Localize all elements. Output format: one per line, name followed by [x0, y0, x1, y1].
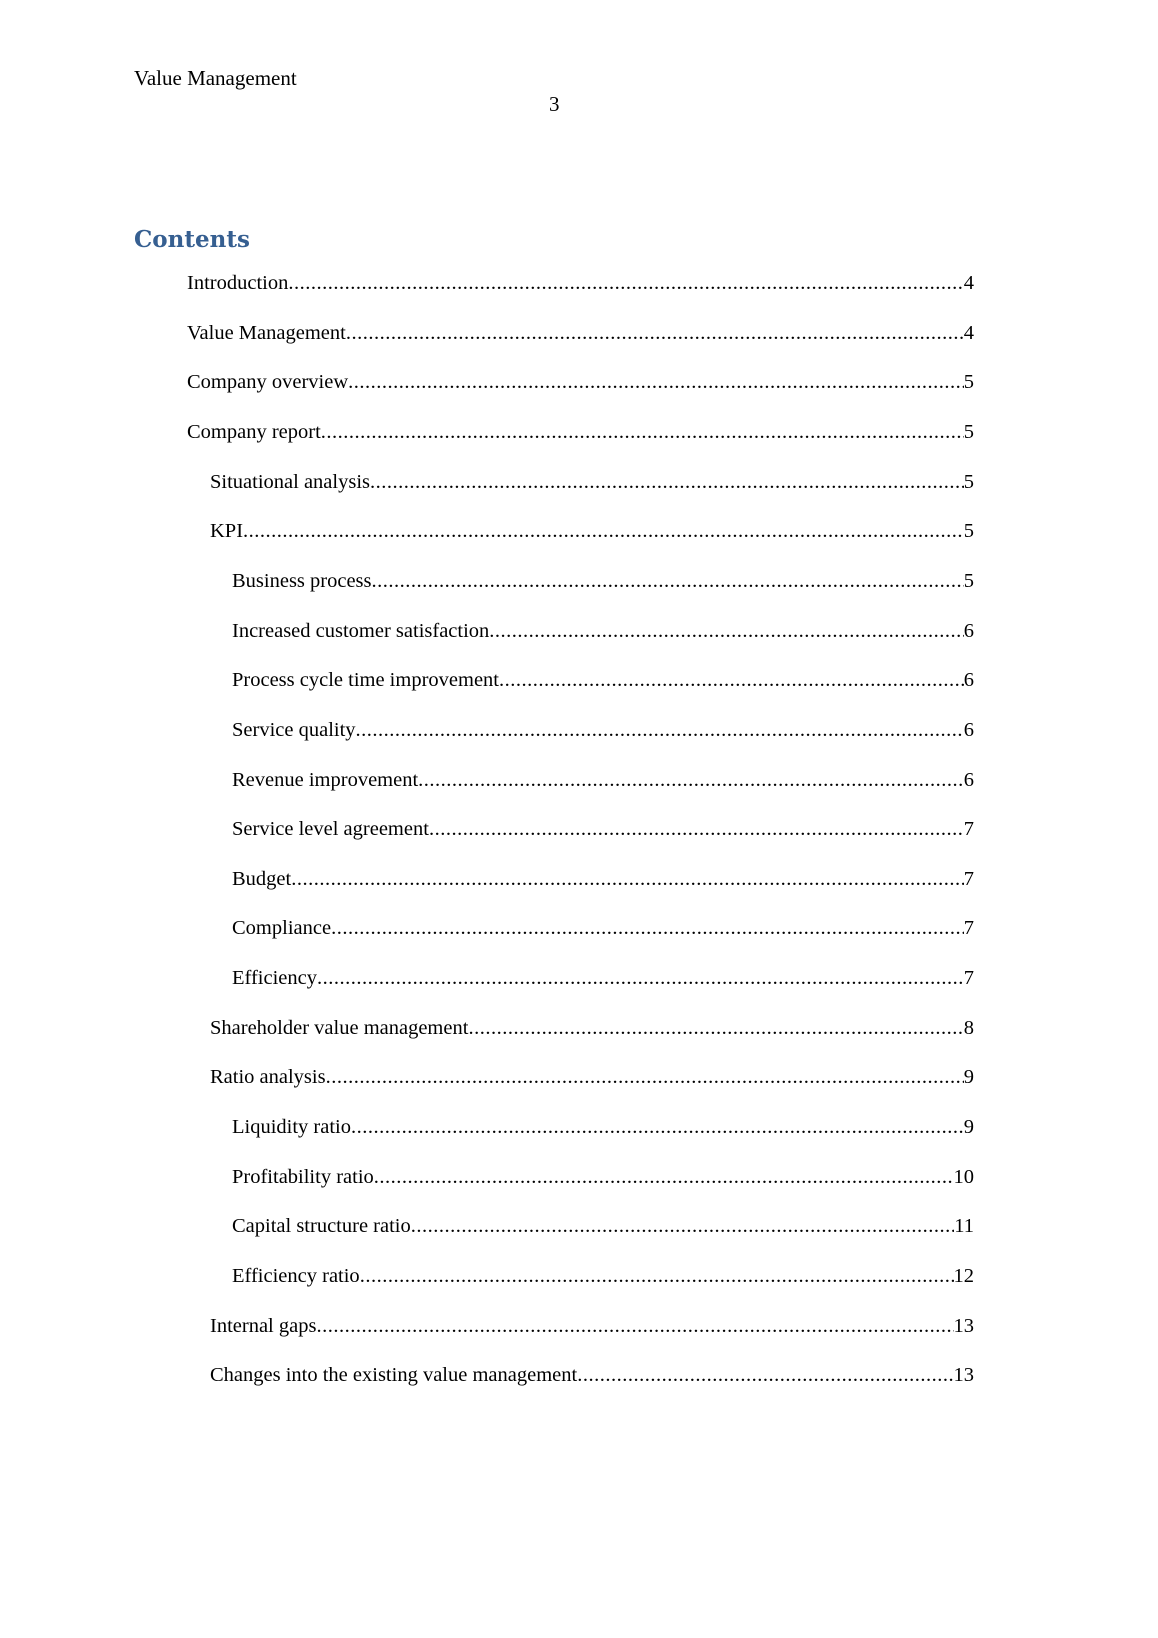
toc-entry[interactable]: Business process 5 [232, 570, 974, 596]
toc-entry-page: 7 [963, 917, 974, 940]
toc-entry-label[interactable]: Efficiency ratio [232, 1265, 360, 1287]
toc-entry[interactable]: KPI 5 [210, 520, 974, 546]
toc-entry-page: 5 [963, 420, 974, 443]
dot-leader [348, 371, 964, 394]
toc-entry-page: 5 [963, 371, 974, 394]
toc-entry[interactable]: Capital structure ratio 11 [232, 1215, 974, 1241]
toc-entry-page: 9 [963, 1116, 974, 1139]
toc-entry[interactable]: Introduction 4 [187, 272, 974, 298]
toc-entry-label[interactable]: Revenue improvement [232, 768, 419, 791]
toc-entry[interactable]: Budget 7 [232, 868, 974, 894]
dot-leader [331, 917, 964, 940]
toc-entry[interactable]: Profitability ratio 10 [232, 1166, 974, 1192]
running-header: Value Management [134, 66, 297, 90]
dot-leader [351, 1116, 964, 1139]
toc-entry-page: 6 [963, 718, 974, 741]
toc-entry-page: 6 [963, 619, 974, 642]
dot-leader [411, 1215, 955, 1238]
toc-entry-page: 7 [963, 967, 974, 990]
toc-entry-label[interactable]: KPI [210, 520, 244, 543]
toc-entry-label[interactable]: Company report [187, 420, 321, 443]
dot-leader [429, 818, 964, 841]
toc-entry-page: 13 [953, 1314, 975, 1337]
toc-entry-page: 5 [963, 520, 974, 543]
toc-entry-page: 5 [963, 470, 974, 493]
dot-leader [577, 1364, 953, 1387]
toc-entry-label[interactable]: Compliance [232, 917, 332, 940]
toc-entry[interactable]: Service level agreement 7 [232, 818, 974, 844]
toc-entry-page: 6 [963, 768, 974, 791]
toc-entry-label[interactable]: Internal gaps [210, 1314, 317, 1337]
toc-entry[interactable]: Process cycle time improvement 6 [232, 669, 974, 695]
toc-entry-label[interactable]: Business process [232, 569, 372, 592]
toc-entry[interactable]: Company overview 5 [187, 371, 974, 397]
toc-entry-label[interactable]: Ratio analysis [210, 1066, 326, 1089]
dot-leader [326, 1066, 964, 1089]
toc-entry-page: 4 [963, 321, 974, 344]
toc-entry-page: 11 [954, 1215, 974, 1238]
dot-leader [288, 272, 963, 295]
toc-entry-page: 12 [953, 1265, 975, 1287]
toc-entry[interactable]: Situational analysis 5 [210, 471, 974, 497]
toc-entry[interactable]: Service quality 6 [232, 719, 974, 745]
toc-entry[interactable]: Internal gaps 13 [210, 1315, 974, 1341]
dot-leader [243, 520, 964, 543]
toc-entry-page: 4 [963, 272, 974, 294]
toc-entry[interactable]: Value Management 4 [187, 322, 974, 348]
toc-entry-label[interactable]: Introduction [187, 272, 289, 294]
toc-entry-page: 6 [963, 669, 974, 692]
toc-entry[interactable]: Shareholder value management 8 [210, 1017, 974, 1043]
dot-leader [468, 1017, 963, 1040]
toc-entry-page: 7 [963, 818, 974, 841]
page-number: 3 [549, 92, 560, 116]
toc-entry-page: 9 [963, 1066, 974, 1089]
toc-entry-label[interactable]: Profitability ratio [232, 1165, 374, 1188]
toc-entry-label[interactable]: Efficiency [232, 967, 317, 990]
toc-entry[interactable]: Liquidity ratio 9 [232, 1116, 974, 1142]
toc-entry[interactable]: Ratio analysis 9 [210, 1066, 974, 1092]
toc-entry-page: 10 [953, 1165, 975, 1188]
toc-entry-label[interactable]: Budget [232, 867, 292, 890]
dot-leader [499, 669, 964, 692]
toc-entry-page: 13 [953, 1364, 975, 1387]
toc-entry-label[interactable]: Value Management [187, 321, 346, 344]
toc-entry[interactable]: Efficiency 7 [232, 967, 974, 993]
toc-entry[interactable]: Changes into the existing value manageme… [210, 1364, 974, 1390]
toc-entry-label[interactable]: Shareholder value management [210, 1016, 469, 1039]
toc-entry-label[interactable]: Situational analysis [210, 470, 370, 493]
toc-entry-label[interactable]: Liquidity ratio [232, 1116, 351, 1139]
toc-entry[interactable]: Increased customer satisfaction 6 [232, 620, 974, 646]
toc-entry-label[interactable]: Process cycle time improvement [232, 669, 499, 692]
dot-leader [489, 620, 963, 643]
toc-entry-label[interactable]: Service quality [232, 718, 356, 741]
toc-entry-label[interactable]: Capital structure ratio [232, 1215, 411, 1238]
toc-entry-page: 5 [963, 569, 974, 592]
toc-entry-label[interactable]: Company overview [187, 371, 349, 394]
dot-leader [372, 570, 964, 593]
toc-entry-label[interactable]: Increased customer satisfaction [232, 619, 490, 642]
dot-leader [317, 967, 964, 990]
toc-entry-label[interactable]: Service level agreement [232, 818, 429, 841]
dot-leader [370, 471, 964, 494]
toc-entry-page: 7 [963, 867, 974, 890]
dot-leader [316, 1315, 953, 1338]
dot-leader [346, 322, 964, 345]
dot-leader [291, 868, 964, 891]
toc-entry-page: 8 [963, 1016, 974, 1039]
dot-leader [374, 1166, 954, 1189]
toc-entry[interactable]: Efficiency ratio 12 [232, 1265, 974, 1291]
dot-leader [356, 719, 964, 742]
toc-entry[interactable]: Company report 5 [187, 421, 974, 447]
toc-entry[interactable]: Revenue improvement 6 [232, 769, 974, 795]
toc-title: Contents [134, 226, 250, 253]
dot-leader [360, 1265, 954, 1288]
dot-leader [321, 421, 964, 444]
dot-leader [418, 769, 964, 792]
toc-entry-label[interactable]: Changes into the existing value manageme… [210, 1364, 578, 1387]
toc-entry[interactable]: Compliance 7 [232, 917, 974, 943]
